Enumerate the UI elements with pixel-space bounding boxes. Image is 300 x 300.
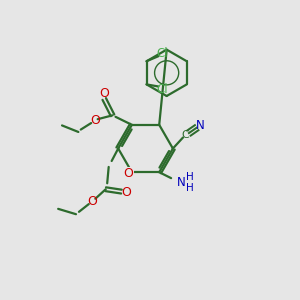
Text: C: C [182,130,189,140]
Text: O: O [87,195,97,208]
Text: Cl: Cl [156,47,168,60]
Text: O: O [99,86,109,100]
Text: O: O [121,186,131,199]
Text: O: O [90,114,100,127]
Text: H: H [186,172,194,182]
Text: N: N [176,176,185,189]
Text: N: N [196,119,205,132]
Text: O: O [123,167,133,180]
Text: Cl: Cl [156,83,168,96]
Text: H: H [186,183,194,193]
